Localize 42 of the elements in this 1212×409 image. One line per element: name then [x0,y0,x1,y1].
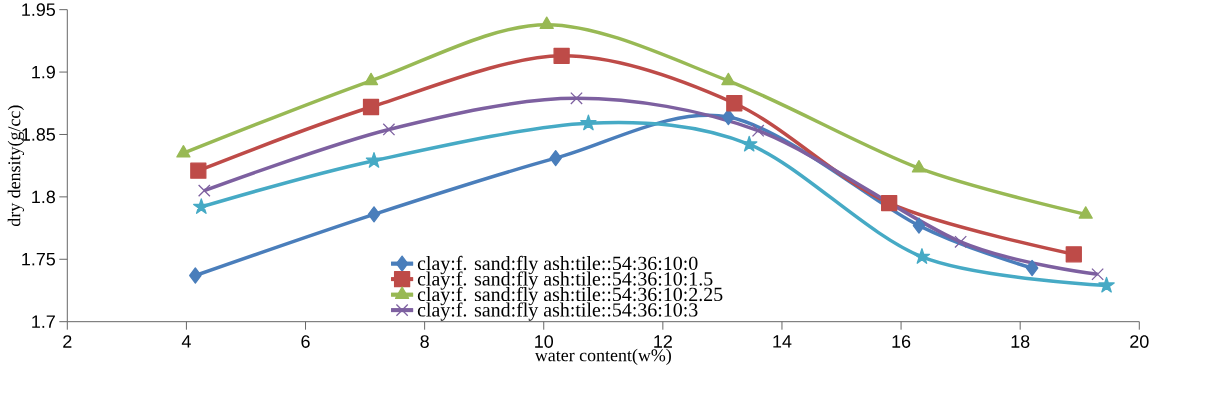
x-tick-label: 4 [181,335,191,348]
point [367,206,381,223]
x-tick-label: 14 [773,335,792,348]
point [197,184,211,197]
point [911,160,927,173]
x-tick-label: 8 [420,335,429,348]
point [722,108,735,126]
point [1078,206,1093,219]
point [726,95,743,112]
y-tick-label: 1.95 [22,3,56,16]
point [539,16,554,30]
point [881,194,898,212]
point [189,267,202,284]
y-tick-label: 1.85 [22,128,56,141]
point [382,123,396,136]
y-tick-label: 1.9 [32,65,55,79]
point [549,150,562,167]
y-tick-label: 1.75 [22,252,56,266]
point [190,162,207,179]
point [1065,246,1082,263]
y-tick-label: 1.7 [32,315,55,328]
point [721,72,736,86]
y-axis-title: dry density(g/cc) [7,105,25,227]
point [363,72,379,86]
point [176,145,191,158]
x-tick-label: 12 [654,335,672,348]
x-tick-label: 18 [1011,335,1030,348]
x-tick-label: 2 [63,335,72,348]
x-tick-label: 10 [535,335,554,348]
point [912,217,926,234]
x-tick-label: 16 [892,335,911,348]
point [1025,259,1039,277]
point [954,235,967,249]
point [362,98,380,116]
point [570,91,583,105]
x-tick-label: 6 [301,335,310,348]
point [1091,267,1104,281]
point [553,47,570,64]
y-tick-label: 1.8 [32,190,56,204]
point [751,124,765,138]
x-tick-label: 20 [1130,335,1149,348]
x-axis-title: water content(w%) [534,348,671,365]
